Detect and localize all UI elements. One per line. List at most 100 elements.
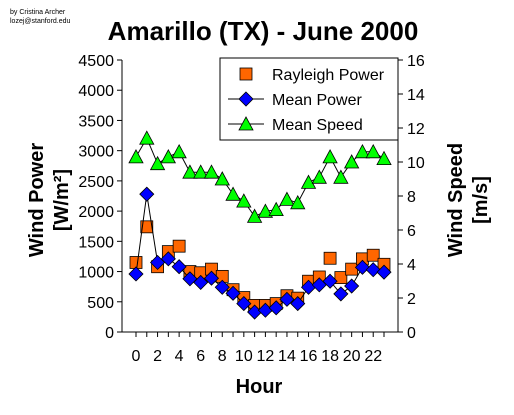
series-line-mean-speed	[135, 137, 385, 218]
x-tick-label: 8	[218, 348, 227, 365]
y-right-axis-label: Wind Speed	[445, 143, 467, 257]
x-tick-label: 16	[300, 348, 318, 365]
data-point-rayleigh-power	[172, 239, 186, 253]
x-tick-label: 22	[364, 348, 382, 365]
left-axis-ticks: 0 500 1000 1500 2000 2500 3000 3500 4000 4500	[78, 53, 122, 342]
y-left-tick-label: 2500	[78, 174, 114, 191]
x-tick-label: 4	[175, 348, 184, 365]
data-point-rayleigh-power	[323, 251, 337, 265]
data-point-mean-speed	[225, 186, 241, 201]
y-left-tick-label: 3000	[78, 144, 114, 161]
y-right-tick-label: 0	[407, 325, 416, 342]
data-point-mean-speed	[246, 208, 263, 223]
data-point-mean-power	[365, 262, 381, 278]
data-point-mean-power	[354, 259, 371, 275]
y-right-axis-units: [m/s]	[470, 176, 492, 224]
data-point-mean-speed	[333, 169, 349, 184]
legend-item-rayleigh-power: Rayleigh Power	[239, 67, 385, 84]
data-point-mean-speed	[236, 193, 252, 208]
data-point-mean-power	[160, 251, 176, 267]
data-point-rayleigh-power	[366, 248, 380, 262]
data-point-mean-power	[333, 286, 349, 302]
legend-label-rayleigh-power: Rayleigh Power	[272, 67, 385, 84]
y-left-tick-label: 500	[87, 295, 114, 312]
data-point-mean-speed	[139, 130, 155, 145]
data-point-mean-power	[322, 273, 338, 289]
credit-author: by Cristina Archer	[10, 9, 66, 16]
data-point-mean-speed	[203, 164, 220, 179]
data-point-mean-power	[214, 279, 230, 295]
data-point-rayleigh-power	[334, 271, 348, 285]
legend-marker-rayleigh-power	[239, 67, 253, 81]
legend-item-mean-speed: Mean Speed	[228, 116, 363, 134]
data-point-mean-speed	[257, 203, 274, 218]
data-point-mean-speed	[279, 191, 295, 206]
y-left-tick-label: 1000	[78, 265, 114, 282]
y-left-tick-label: 1500	[78, 234, 114, 251]
data-point-mean-speed	[300, 174, 317, 189]
y-right-tick-label: 14	[407, 87, 425, 104]
legend-label-mean-speed: Mean Speed	[272, 117, 363, 134]
series-layer	[128, 130, 392, 320]
x-tick-label: 10	[235, 348, 253, 365]
data-point-mean-speed	[171, 143, 187, 159]
data-point-rayleigh-power	[140, 220, 154, 234]
data-point-mean-speed	[193, 164, 209, 179]
y-right-tick-label: 12	[407, 121, 425, 138]
y-left-axis-label: Wind Power	[26, 143, 48, 257]
data-point-rayleigh-power	[345, 262, 359, 276]
legend-item-mean-power: Mean Power	[228, 91, 362, 109]
legend-label-mean-power: Mean Power	[272, 92, 362, 109]
data-point-mean-power	[193, 274, 209, 291]
data-point-mean-power	[225, 285, 241, 301]
y-left-tick-label: 2000	[78, 204, 114, 221]
x-tick-label: 18	[321, 348, 339, 365]
data-point-mean-power	[139, 186, 155, 202]
y-right-tick-label: 8	[407, 189, 416, 206]
data-point-mean-power	[376, 264, 392, 280]
y-right-tick-label: 10	[407, 155, 425, 172]
y-left-tick-label: 3500	[78, 113, 114, 130]
data-point-mean-power	[290, 296, 306, 312]
x-tick-label: 0	[132, 348, 141, 365]
data-point-mean-power	[344, 278, 360, 294]
legend-marker-mean-speed	[238, 116, 254, 131]
x-tick-label: 6	[196, 348, 205, 365]
data-point-mean-speed	[128, 149, 144, 164]
y-left-axis-units: [W/m²]	[51, 169, 73, 231]
y-left-tick-label: 4500	[78, 53, 114, 70]
legend: Rayleigh Power Mean Power Mean Speed	[219, 57, 399, 141]
y-left-tick-label: 0	[105, 325, 114, 342]
x-tick-label: 20	[343, 348, 361, 365]
x-tick-label: 14	[278, 348, 296, 365]
data-point-mean-speed	[365, 143, 381, 159]
right-axis-ticks: 0 2 4 6 8 10 12 14 16	[398, 53, 425, 342]
x-tick-label: 12	[256, 348, 274, 365]
y-right-tick-label: 4	[407, 257, 416, 274]
data-point-mean-power	[268, 300, 284, 316]
x-tick-label: 2	[153, 348, 162, 365]
data-point-mean-speed	[376, 150, 392, 166]
data-point-mean-speed	[160, 149, 177, 164]
x-axis-label: Hour	[236, 376, 283, 398]
data-point-mean-speed	[290, 194, 306, 210]
x-axis-ticks: 0 2 4 6 8 10 12 14 16 18 20 22	[132, 332, 385, 365]
data-point-mean-power	[203, 270, 220, 286]
series-mean-speed	[128, 130, 392, 223]
chart-title: Amarillo (TX) - June 2000	[108, 16, 419, 46]
y-right-tick-label: 2	[407, 291, 416, 308]
data-point-mean-power	[236, 296, 252, 312]
series-mean-power	[128, 186, 392, 320]
data-point-mean-power	[171, 259, 187, 275]
credit-email: lozej@stanford.edu	[10, 18, 71, 25]
data-point-mean-speed	[343, 154, 360, 169]
data-point-mean-speed	[182, 164, 198, 179]
legend-marker-mean-power	[238, 91, 254, 107]
data-point-mean-speed	[354, 143, 371, 159]
data-point-mean-power	[128, 266, 144, 282]
series-rayleigh-power	[129, 220, 391, 312]
y-right-tick-label: 16	[407, 53, 425, 70]
data-point-mean-power	[279, 291, 295, 307]
data-point-mean-speed	[268, 201, 284, 217]
